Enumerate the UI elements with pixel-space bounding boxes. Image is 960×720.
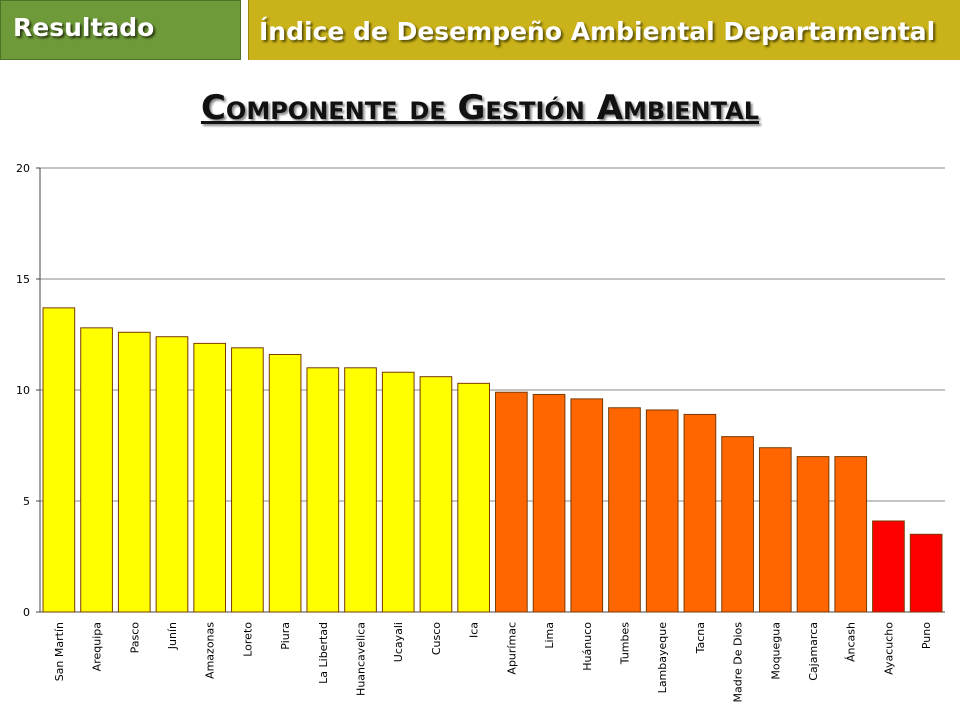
x-tick-label: Lambayeque [656, 622, 669, 694]
bar [80, 327, 113, 613]
y-tick-label: 20 [16, 162, 30, 175]
x-tick-label: La Libertad [317, 622, 330, 684]
bar [909, 533, 943, 613]
x-tick-label: Ucayali [392, 622, 405, 662]
bar [645, 409, 679, 613]
bar [796, 456, 830, 613]
bar [193, 342, 227, 613]
bar [570, 398, 604, 613]
result-tab-label: Resultado [13, 13, 155, 42]
bar [381, 371, 415, 613]
bar [532, 393, 566, 613]
bar [344, 367, 377, 613]
result-tab: Resultado [0, 0, 241, 60]
x-tick-label: Moquegua [769, 622, 782, 680]
x-tick-label: Lima [543, 622, 556, 649]
x-tick-label: Arequipa [91, 622, 104, 671]
bar [721, 436, 754, 613]
y-tick-label: 15 [16, 273, 30, 286]
x-tick-label: Cajamarca [807, 622, 820, 681]
x-tick-label: Piura [279, 622, 292, 650]
x-tick-label: Tacna [694, 622, 707, 654]
x-tick-label: Ayacucho [882, 622, 895, 675]
x-tick-label: Ica [468, 622, 481, 638]
x-tick-label: Tumbes [618, 622, 631, 665]
chart-title: Componente de Gestión Ambiental [200, 88, 760, 128]
bar [268, 353, 302, 613]
bar [608, 407, 641, 613]
bar [306, 367, 340, 613]
bar [117, 331, 151, 613]
bar [495, 391, 528, 613]
bar [231, 347, 264, 613]
x-tick-label: Cusco [430, 622, 443, 655]
bar [155, 336, 189, 613]
bar [758, 447, 792, 613]
x-tick-label: Loreto [241, 622, 254, 657]
x-tick-label: Huánuco [581, 622, 594, 671]
bar [683, 413, 717, 613]
bar [419, 376, 453, 613]
x-tick-label: Pasco [128, 622, 141, 654]
index-header-label: Índice de Desempeño Ambiental Departamen… [259, 17, 936, 46]
x-tick-label: Áncash [845, 622, 858, 662]
x-tick-label: Madre De Dios [732, 622, 745, 703]
x-tick-label: Amazonas [204, 622, 217, 679]
x-tick-label: Junín [166, 622, 179, 650]
x-tick-label: Apurímac [505, 622, 518, 675]
x-tick-label: San Martín [53, 622, 66, 681]
bar [834, 456, 868, 613]
y-tick-label: 5 [23, 495, 30, 508]
bar [42, 307, 76, 613]
y-tick-label: 10 [16, 384, 30, 397]
x-tick-label: Huancavelica [355, 622, 368, 696]
x-tick-label: Puno [920, 622, 933, 649]
y-tick-label: 0 [23, 606, 30, 619]
bar [457, 382, 490, 613]
bar [872, 520, 905, 613]
index-header: Índice de Desempeño Ambiental Departamen… [248, 0, 960, 60]
